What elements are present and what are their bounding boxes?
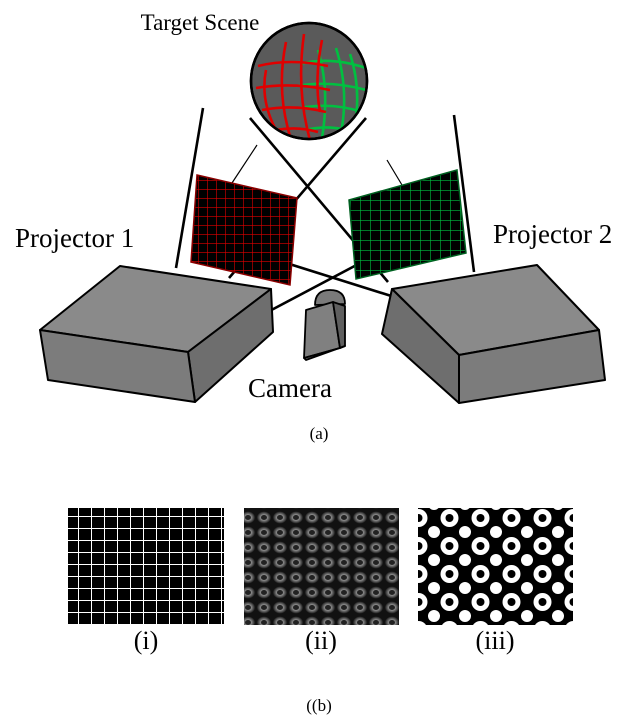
pattern-i-label: (i)	[134, 626, 159, 655]
pattern-ii-image	[244, 508, 399, 625]
red-grid-panel	[190, 174, 298, 286]
pattern-iii-image	[418, 508, 573, 625]
caption-a: (a)	[310, 424, 329, 443]
green-grid-panel	[348, 169, 467, 280]
pattern-i-image	[68, 508, 224, 625]
projector-1-label: Projector 1	[15, 223, 134, 253]
camera-icon	[303, 289, 346, 361]
red-grid-on-scene	[255, 33, 331, 138]
camera-label: Camera	[248, 373, 332, 403]
projector-1-box	[39, 265, 274, 403]
target-scene-sphere	[249, 21, 369, 141]
pattern-ii-label: (ii)	[305, 626, 337, 655]
caption-b: ((b)	[306, 696, 331, 715]
leader-line-left	[229, 144, 258, 187]
projector-2-box	[381, 264, 606, 404]
projector-2-label: Projector 2	[493, 219, 612, 249]
pattern-iii-label: (iii)	[476, 626, 515, 655]
target-scene-label: Target Scene	[141, 10, 260, 35]
